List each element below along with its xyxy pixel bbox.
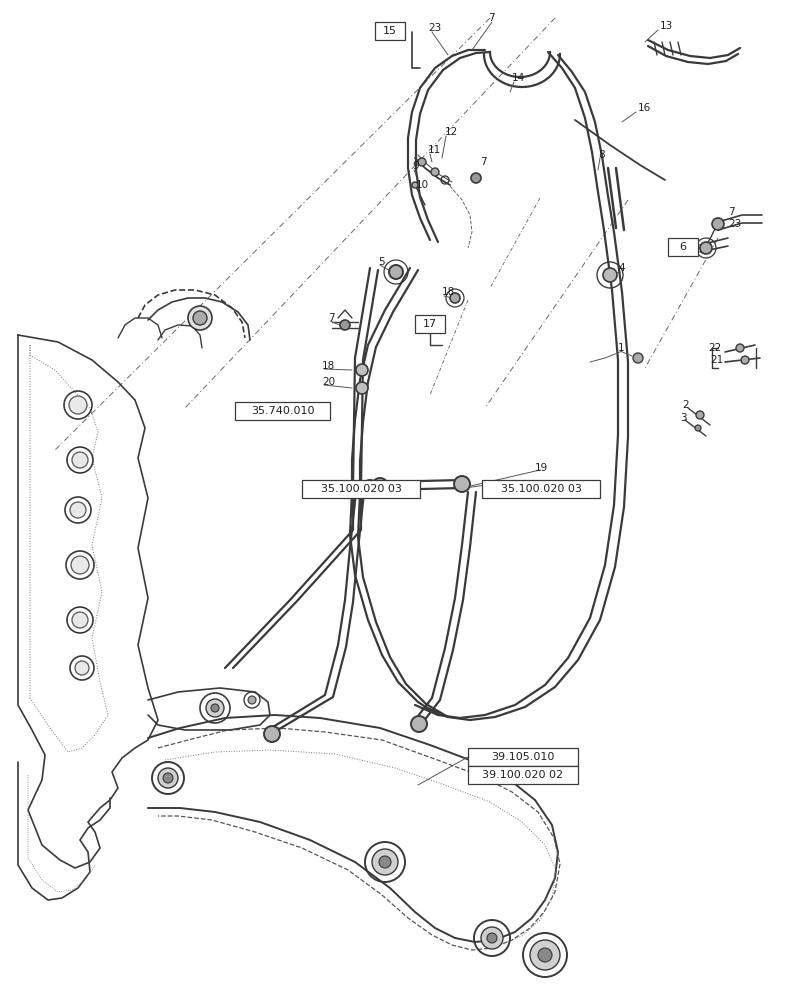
Circle shape: [740, 356, 748, 364]
Circle shape: [603, 268, 616, 282]
Circle shape: [188, 306, 212, 330]
Text: 15: 15: [383, 26, 397, 36]
Text: 35.100.020 03: 35.100.020 03: [500, 484, 581, 494]
Bar: [467, 766, 577, 784]
Text: 16: 16: [637, 103, 650, 113]
Circle shape: [69, 396, 87, 414]
Bar: [375, 22, 405, 40]
Circle shape: [453, 476, 470, 492]
Circle shape: [71, 556, 89, 574]
Text: 18: 18: [441, 287, 455, 297]
Circle shape: [70, 502, 86, 518]
Text: 4: 4: [617, 263, 624, 273]
Text: 7: 7: [727, 207, 734, 217]
Text: 7: 7: [487, 13, 494, 23]
Bar: [302, 480, 419, 498]
Text: 9: 9: [411, 161, 418, 171]
Circle shape: [711, 218, 723, 230]
Text: 11: 11: [427, 145, 440, 155]
Text: 10: 10: [415, 180, 428, 190]
Circle shape: [163, 773, 173, 783]
Text: 21: 21: [709, 355, 723, 365]
Circle shape: [193, 311, 207, 325]
Text: 7: 7: [328, 313, 334, 323]
Circle shape: [411, 182, 418, 188]
Text: 13: 13: [659, 21, 672, 31]
Circle shape: [355, 364, 367, 376]
Circle shape: [340, 320, 350, 330]
Circle shape: [418, 158, 426, 166]
Circle shape: [735, 344, 743, 352]
Circle shape: [72, 452, 88, 468]
Circle shape: [264, 726, 280, 742]
Circle shape: [538, 948, 551, 962]
Circle shape: [694, 425, 700, 431]
Bar: [467, 748, 577, 766]
Circle shape: [362, 480, 378, 496]
Circle shape: [75, 661, 89, 675]
Bar: [667, 238, 697, 256]
Text: 17: 17: [423, 319, 436, 329]
Text: 23: 23: [427, 23, 440, 33]
Circle shape: [487, 933, 496, 943]
Text: 3: 3: [679, 413, 686, 423]
Text: 2: 2: [681, 400, 688, 410]
Circle shape: [158, 768, 178, 788]
Circle shape: [72, 612, 88, 628]
Bar: [482, 480, 599, 498]
Circle shape: [211, 704, 219, 712]
Text: 39.100.020 02: 39.100.020 02: [482, 770, 563, 780]
Text: 35.740.010: 35.740.010: [251, 406, 314, 416]
Text: 1: 1: [617, 343, 624, 353]
Text: 7: 7: [479, 157, 486, 167]
Circle shape: [470, 173, 480, 183]
Circle shape: [371, 849, 397, 875]
Circle shape: [371, 478, 388, 494]
Text: 12: 12: [444, 127, 457, 137]
Text: 14: 14: [512, 73, 525, 83]
Bar: [414, 315, 444, 333]
Text: 19: 19: [534, 463, 547, 473]
Text: 6: 6: [679, 242, 685, 252]
Circle shape: [247, 696, 255, 704]
Circle shape: [431, 168, 439, 176]
Circle shape: [695, 411, 703, 419]
Circle shape: [633, 353, 642, 363]
Text: 5: 5: [378, 257, 384, 267]
Circle shape: [206, 699, 224, 717]
Circle shape: [388, 265, 402, 279]
Text: 35.100.020 03: 35.100.020 03: [320, 484, 401, 494]
Text: 8: 8: [597, 150, 604, 160]
Text: 23: 23: [727, 219, 740, 229]
Circle shape: [449, 293, 460, 303]
Text: 22: 22: [707, 343, 720, 353]
Circle shape: [480, 927, 502, 949]
Circle shape: [379, 856, 391, 868]
Circle shape: [355, 382, 367, 394]
Circle shape: [410, 716, 427, 732]
Text: 18: 18: [322, 361, 335, 371]
Bar: [234, 402, 329, 420]
Text: 39.105.010: 39.105.010: [491, 752, 554, 762]
Circle shape: [530, 940, 560, 970]
Circle shape: [699, 242, 711, 254]
Text: 20: 20: [322, 377, 335, 387]
